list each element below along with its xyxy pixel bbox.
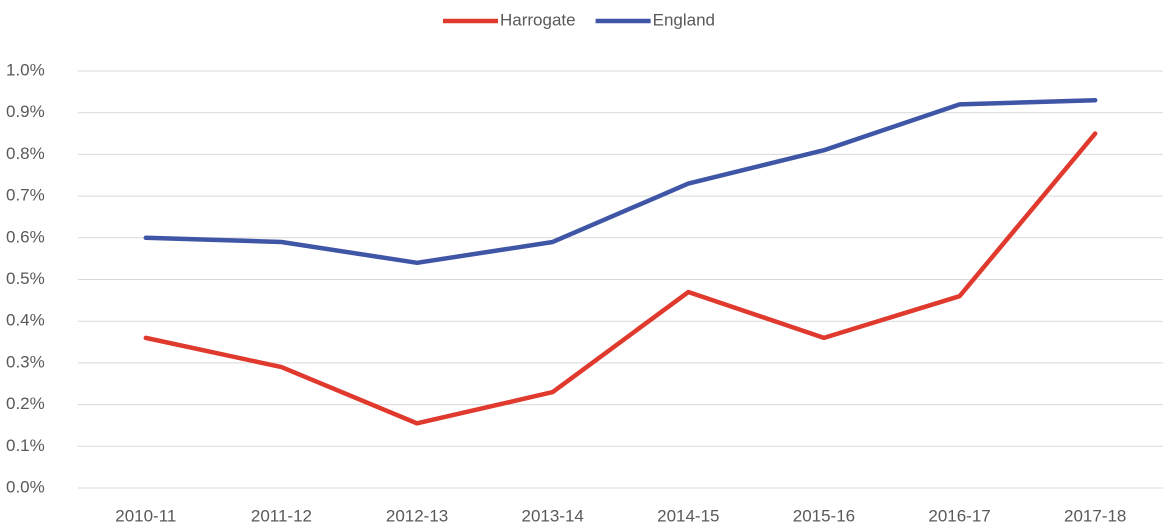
- series-line: [143, 97, 1098, 266]
- y-tick-label: 0.8%: [6, 144, 45, 163]
- y-tick-label: 1.0%: [6, 60, 45, 79]
- x-tick-label: 2011-12: [251, 506, 312, 525]
- legend-label: England: [653, 10, 715, 29]
- x-tick-label: 2014-15: [657, 506, 719, 525]
- series-line: [143, 131, 1098, 426]
- y-tick-label: 0.1%: [6, 436, 45, 455]
- x-tick-label: 2013-14: [521, 506, 583, 525]
- y-tick-label: 0.9%: [6, 102, 45, 121]
- y-tick-label: 0.5%: [6, 269, 45, 288]
- y-tick-label: 0.7%: [6, 186, 45, 205]
- x-tick-label: 2012-13: [386, 506, 448, 525]
- y-tick-label: 0.6%: [6, 227, 45, 246]
- y-tick-label: 0.3%: [6, 352, 45, 371]
- x-tick-label: 2017-18: [1064, 506, 1126, 525]
- y-tick-label: 0.4%: [6, 311, 45, 330]
- x-tick-label: 2010-11: [115, 506, 176, 525]
- x-tick-label: 2016-17: [928, 506, 990, 525]
- x-tick-label: 2015-16: [793, 506, 855, 525]
- legend-label: Harrogate: [500, 10, 576, 29]
- y-tick-label: 0.0%: [6, 477, 45, 496]
- y-tick-label: 0.2%: [6, 394, 45, 413]
